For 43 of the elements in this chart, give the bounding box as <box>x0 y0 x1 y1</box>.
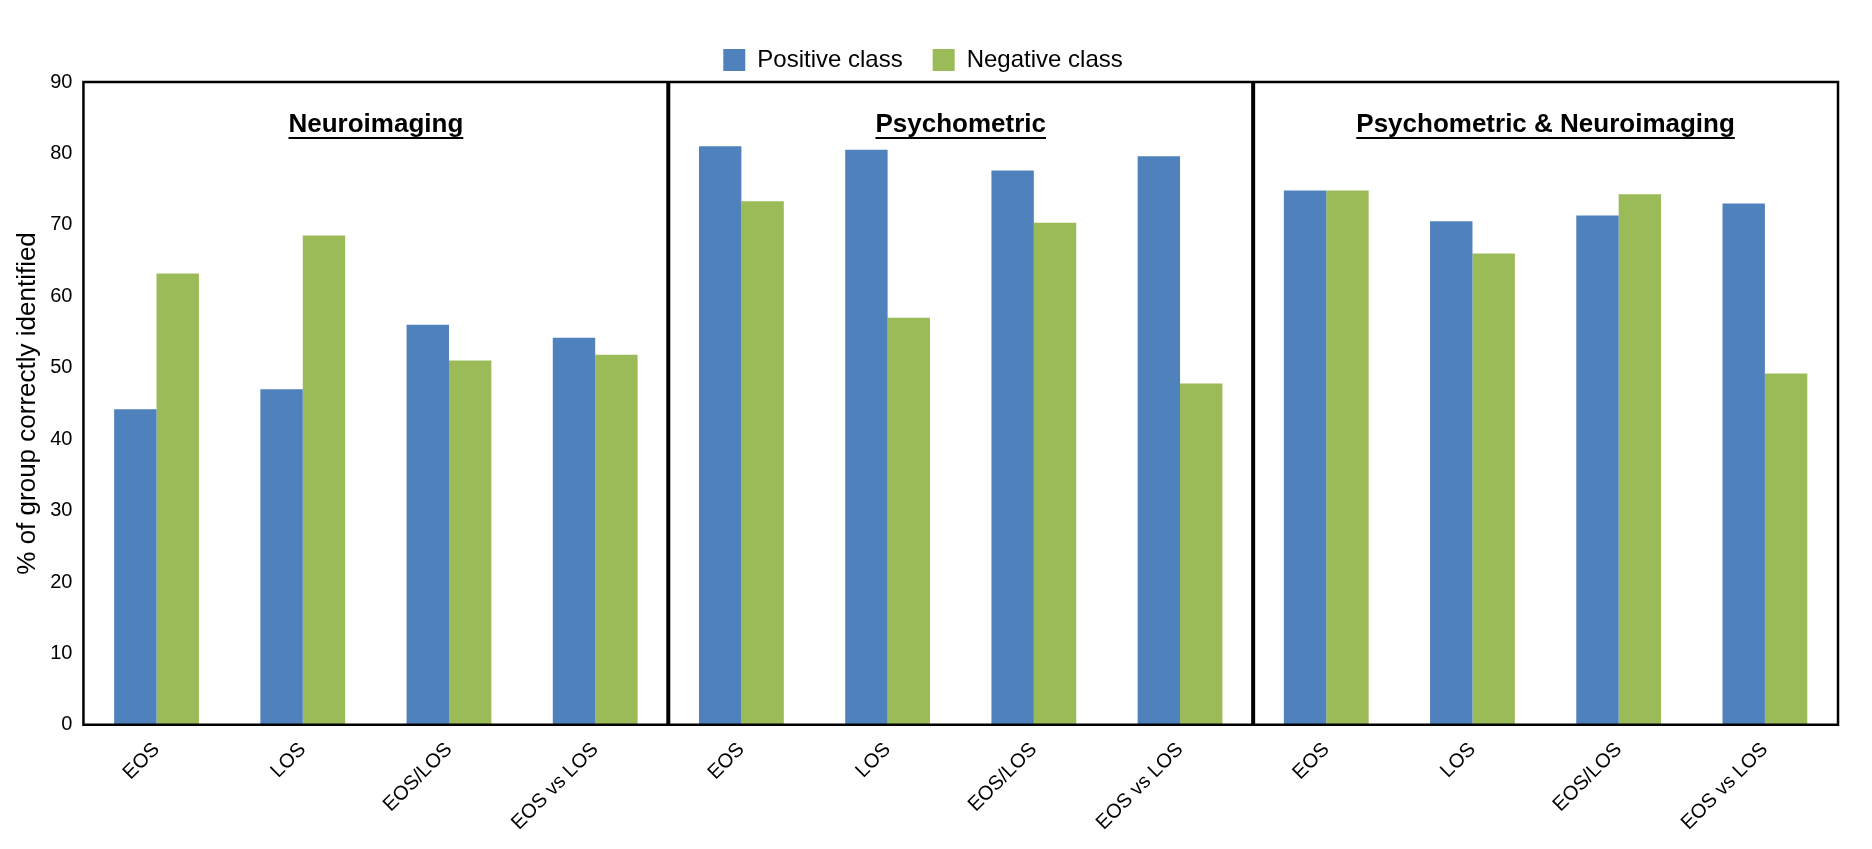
y-tick-label: 80 <box>50 140 73 163</box>
bar <box>156 273 199 725</box>
bar <box>448 360 492 725</box>
y-axis-title: % of group correctly identified <box>10 232 41 575</box>
bar <box>114 409 157 725</box>
bar <box>1576 215 1619 725</box>
annotation: Psychometric <box>875 108 1046 138</box>
annotation: Neuroimaging <box>288 108 464 138</box>
y-tick-label: 60 <box>50 283 73 306</box>
x-tick-label: LOS <box>850 737 895 782</box>
annotation: Psychometric & Neuroimaging <box>1356 108 1735 138</box>
y-tick-label: 10 <box>50 640 73 663</box>
bar <box>1722 203 1765 725</box>
bar <box>845 149 888 725</box>
y-tick-label: 30 <box>50 498 73 521</box>
bar <box>887 317 931 725</box>
y-tick-label: 70 <box>50 212 73 235</box>
legend-label: Positive class <box>757 44 903 72</box>
y-tick-label: 50 <box>50 355 73 378</box>
bar <box>1326 190 1369 725</box>
bar <box>552 337 596 725</box>
x-tick-label: LOS <box>1435 737 1480 782</box>
bar <box>1180 383 1223 725</box>
bar <box>406 324 449 725</box>
bar <box>260 389 303 725</box>
y-tick-label: 0 <box>61 712 73 735</box>
bar <box>1033 222 1077 725</box>
legend-label: Negative class <box>966 44 1123 72</box>
bar <box>1764 373 1808 725</box>
x-tick-label: LOS <box>265 737 310 782</box>
bar <box>1472 253 1515 725</box>
bar <box>699 146 742 725</box>
bar <box>595 354 638 725</box>
bar <box>302 235 346 725</box>
bar <box>1430 221 1473 725</box>
bar <box>1283 190 1327 725</box>
bar <box>1618 194 1662 725</box>
y-tick-label: 40 <box>50 426 73 449</box>
bar <box>991 170 1034 725</box>
bar <box>1137 156 1181 725</box>
y-tick-label: 90 <box>50 69 73 92</box>
y-tick-label: 20 <box>50 569 73 592</box>
bar <box>741 201 784 725</box>
